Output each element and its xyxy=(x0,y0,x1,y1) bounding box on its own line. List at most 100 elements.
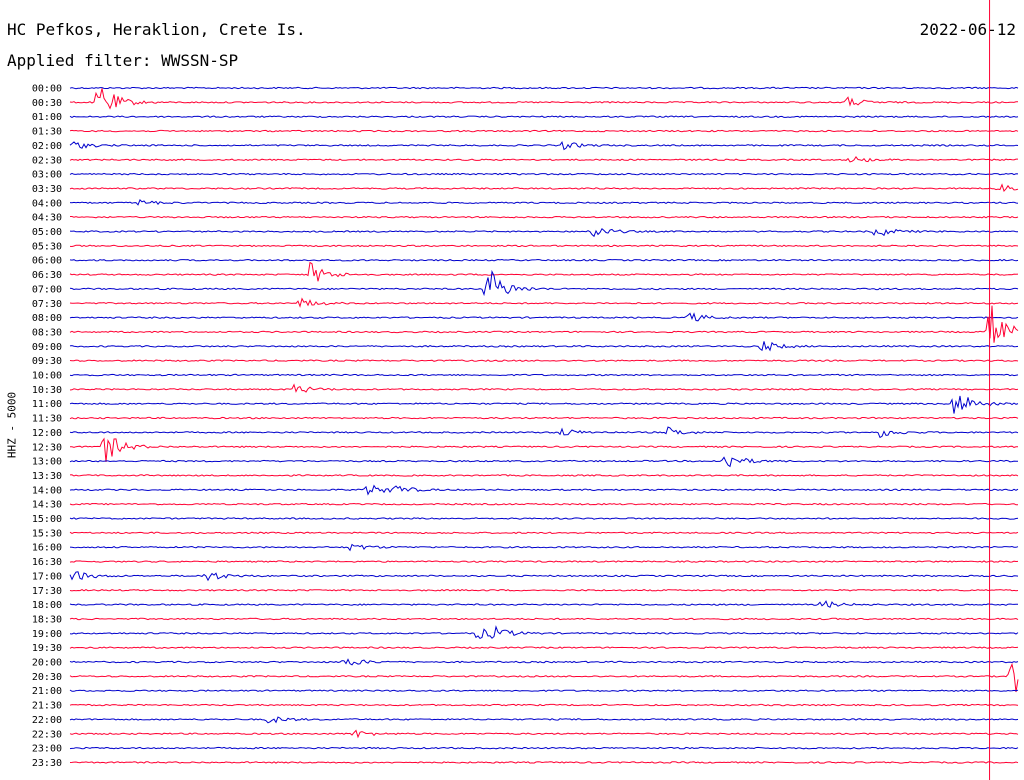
trace-row xyxy=(69,716,1019,724)
trace-row xyxy=(69,531,1019,535)
row-time-label: 06:00 xyxy=(32,256,62,267)
trace-row xyxy=(69,761,1019,764)
row-time-label: 00:30 xyxy=(32,98,62,109)
row-time-label: 08:00 xyxy=(32,313,62,324)
row-time-label: 02:00 xyxy=(32,141,62,152)
trace-row xyxy=(69,395,1019,414)
row-time-label: 15:00 xyxy=(32,514,62,525)
trace-row xyxy=(69,86,1019,90)
trace-row xyxy=(69,426,1019,439)
trace-row xyxy=(69,261,1019,282)
trace-row xyxy=(69,258,1019,262)
row-time-label: 12:30 xyxy=(32,442,62,453)
row-time-label: 23:00 xyxy=(32,744,62,755)
row-time-label: 03:30 xyxy=(32,184,62,195)
trace-row xyxy=(69,305,1019,343)
row-time-label: 09:00 xyxy=(32,342,62,353)
trace-row xyxy=(69,183,1019,192)
trace-row xyxy=(69,312,1019,322)
trace-row xyxy=(69,600,1018,608)
row-time-label: 14:00 xyxy=(32,485,62,496)
trace-row xyxy=(69,383,1019,393)
trace-row xyxy=(69,617,1019,621)
trace-row xyxy=(69,297,1019,308)
trace-row xyxy=(69,589,1019,592)
trace-row xyxy=(69,502,1018,506)
trace-row xyxy=(69,373,1019,377)
trace-row xyxy=(69,689,1019,692)
trace-row xyxy=(70,215,1019,219)
trace-row xyxy=(69,172,1019,176)
trace-row xyxy=(69,729,1019,739)
trace-group xyxy=(69,86,1019,764)
row-time-label: 07:00 xyxy=(32,284,62,295)
row-time-label: 09:30 xyxy=(32,356,62,367)
trace-row xyxy=(69,571,1019,582)
row-time-label: 13:30 xyxy=(32,471,62,482)
row-time-label: 19:30 xyxy=(32,643,62,654)
trace-row xyxy=(69,269,1019,297)
trace-row xyxy=(69,156,1018,163)
row-time-label: 20:00 xyxy=(32,658,62,669)
row-time-label: 03:00 xyxy=(32,170,62,181)
trace-row xyxy=(69,228,1019,238)
row-time-label: 01:30 xyxy=(32,127,62,138)
row-time-label: 23:30 xyxy=(32,758,62,769)
trace-row xyxy=(69,662,1019,693)
trace-row xyxy=(69,341,1019,352)
trace-row xyxy=(69,560,1019,563)
trace-row xyxy=(69,658,1019,666)
trace-row xyxy=(69,199,1019,206)
row-time-label: 06:30 xyxy=(32,270,62,281)
row-time-label: 22:00 xyxy=(32,715,62,726)
trace-row xyxy=(69,646,1019,649)
station-title: HC Pefkos, Heraklion, Crete Is. xyxy=(7,20,306,39)
row-time-label: 17:00 xyxy=(32,571,62,582)
row-time-label: 16:00 xyxy=(32,543,62,554)
row-time-label: 18:30 xyxy=(32,614,62,625)
row-time-label: 22:30 xyxy=(32,729,62,740)
trace-row xyxy=(69,625,1019,640)
row-time-label: 10:00 xyxy=(32,371,62,382)
row-time-label: 20:30 xyxy=(32,672,62,683)
row-time-label: 14:30 xyxy=(32,500,62,511)
row-time-label: 04:30 xyxy=(32,213,62,224)
trace-row xyxy=(69,416,1019,420)
row-time-label: 19:00 xyxy=(32,629,62,640)
row-time-label: 01:00 xyxy=(32,112,62,123)
row-time-label: 05:00 xyxy=(32,227,62,238)
trace-row xyxy=(69,437,1018,463)
filter-label: Applied filter: WWSSN-SP xyxy=(7,51,239,70)
row-time-label: 00:00 xyxy=(32,84,62,95)
row-time-label: 21:00 xyxy=(32,686,62,697)
trace-row xyxy=(69,88,1019,110)
row-time-label: 11:30 xyxy=(32,414,62,425)
trace-row xyxy=(69,543,1019,552)
record-date: 2022-06-12 xyxy=(919,20,1016,39)
row-time-label: 04:00 xyxy=(32,198,62,209)
row-time-label: 18:00 xyxy=(32,600,62,611)
trace-row xyxy=(69,746,1019,750)
trace-row xyxy=(69,244,1019,248)
trace-row xyxy=(69,115,1019,118)
row-time-label: 21:30 xyxy=(32,701,62,712)
trace-row xyxy=(69,517,1019,520)
row-time-label: 11:00 xyxy=(32,399,62,410)
trace-row xyxy=(69,484,1019,496)
trace-row xyxy=(69,703,1019,707)
trace-row xyxy=(69,141,1019,151)
trace-row xyxy=(69,129,1019,133)
trace-row xyxy=(69,456,1018,468)
row-time-label: 15:30 xyxy=(32,528,62,539)
row-time-label: 16:30 xyxy=(32,557,62,568)
row-time-label: 17:30 xyxy=(32,586,62,597)
row-time-label: 12:00 xyxy=(32,428,62,439)
row-time-label: 13:00 xyxy=(32,457,62,468)
time-labels: 00:00 00:30 01:00 01:30 02:00 02:30 03:00 03:30… xyxy=(32,84,62,769)
row-time-label: 08:30 xyxy=(32,327,62,338)
trace-row xyxy=(69,474,1019,477)
row-time-label: 10:30 xyxy=(32,385,62,396)
row-time-label: 02:30 xyxy=(32,155,62,166)
row-time-label: 07:30 xyxy=(32,299,62,310)
